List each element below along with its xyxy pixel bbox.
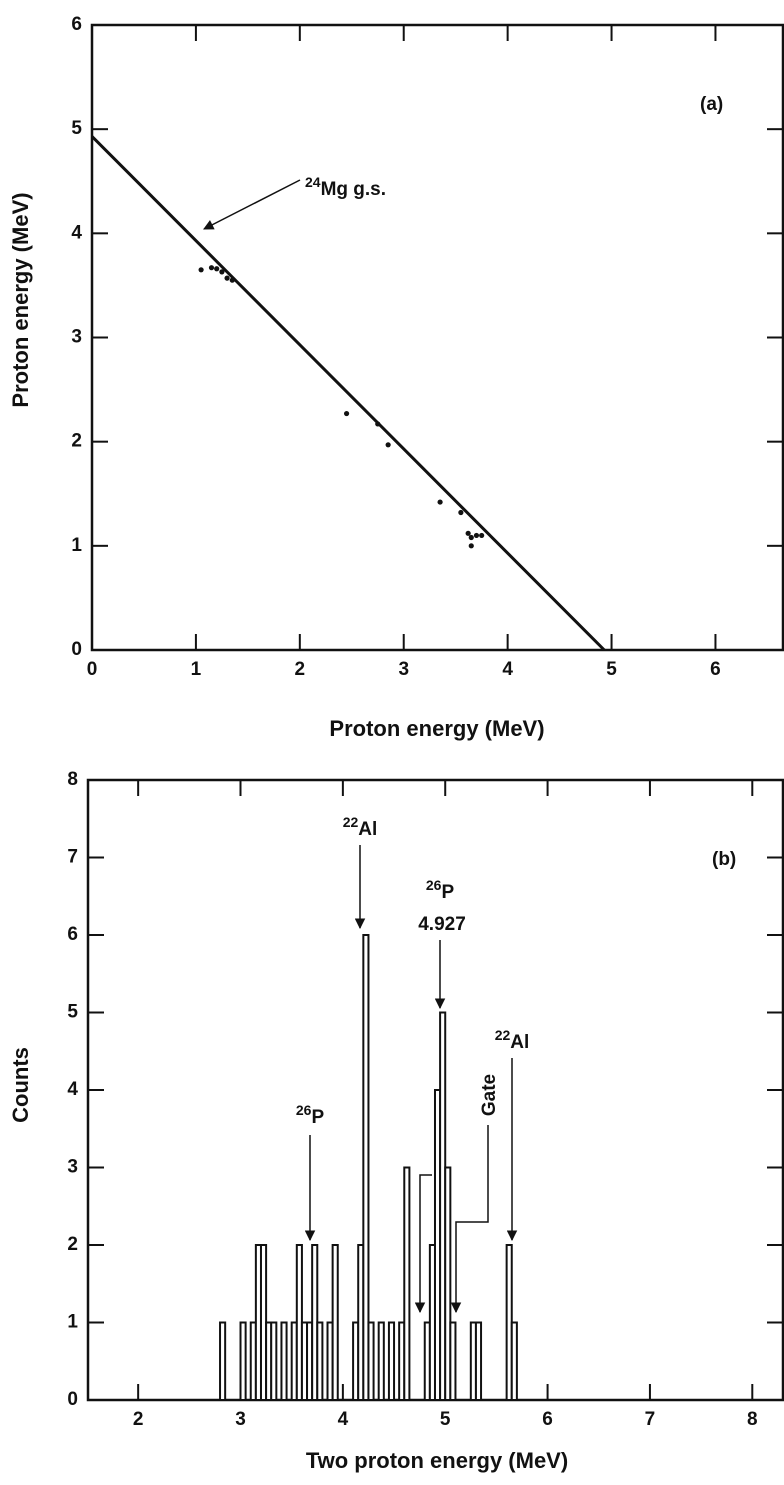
histogram-bar xyxy=(449,1321,457,1401)
y-tick-label: 1 xyxy=(67,1312,78,1333)
histogram-bar xyxy=(362,934,370,1401)
histogram-bar xyxy=(510,1321,518,1401)
y-axis-title: Counts xyxy=(8,1047,33,1123)
y-tick-label: 6 xyxy=(67,924,78,945)
fit-line xyxy=(90,135,606,652)
y-tick-label: 4 xyxy=(67,1079,78,1100)
x-tick-label: 1 xyxy=(191,659,202,680)
y-tick-label: 6 xyxy=(71,14,82,35)
histogram-bar xyxy=(270,1321,278,1401)
annotation-sup: 22 xyxy=(343,814,359,830)
histogram-bar xyxy=(316,1321,324,1401)
y-tick-label: 3 xyxy=(67,1157,78,1178)
point xyxy=(385,442,391,448)
point xyxy=(458,509,464,516)
annotation: Gate xyxy=(479,1074,500,1116)
histogram-bar xyxy=(403,1166,411,1401)
x-tick-label: 8 xyxy=(747,1409,758,1430)
histogram-bar xyxy=(444,1166,452,1401)
point xyxy=(343,410,350,417)
annotation-text: P xyxy=(311,1107,324,1128)
x-tick-label: 3 xyxy=(398,659,409,680)
annotation-text: P xyxy=(441,882,454,903)
y-tick-label: 3 xyxy=(71,327,82,348)
point xyxy=(473,532,480,539)
x-tick-label: 3 xyxy=(235,1409,246,1430)
annotation-text: Al xyxy=(358,819,377,840)
annotation: 26P xyxy=(296,1102,325,1128)
annotation-text: Mg g.s. xyxy=(321,179,386,200)
point xyxy=(198,267,204,273)
point xyxy=(468,543,474,549)
point xyxy=(437,499,443,505)
x-tick-label: 0 xyxy=(87,659,98,680)
x-tick-label: 2 xyxy=(133,1409,144,1430)
histogram-bar xyxy=(219,1321,227,1401)
histogram-bar xyxy=(387,1321,396,1401)
annotation-text: Al xyxy=(510,1032,529,1053)
annotation-sup: 26 xyxy=(296,1102,312,1118)
x-tick-label: 5 xyxy=(440,1409,451,1430)
y-tick-label: 5 xyxy=(71,118,82,139)
x-tick-label: 7 xyxy=(645,1409,656,1430)
point xyxy=(224,275,230,281)
panel-label: (a) xyxy=(700,94,723,115)
point xyxy=(229,277,235,283)
y-tick-label: 1 xyxy=(71,535,82,556)
histogram-bar xyxy=(367,1321,375,1401)
annotation-sup: 26 xyxy=(426,877,442,893)
x-tick-label: 5 xyxy=(606,659,617,680)
panel-label: (b) xyxy=(712,849,736,870)
y-tick-label: 2 xyxy=(67,1234,78,1255)
y-axis-title: Proton energy (MeV) xyxy=(8,192,33,407)
x-tick-label: 2 xyxy=(295,659,306,680)
histogram-bar xyxy=(474,1321,483,1401)
annotation-note: 4.927 xyxy=(418,914,466,935)
point xyxy=(214,266,220,272)
point xyxy=(468,534,474,541)
x-tick-label: 4 xyxy=(502,659,513,680)
gate-arrow xyxy=(414,1174,432,1314)
histogram-bar xyxy=(239,1321,247,1401)
y-tick-label: 2 xyxy=(71,431,82,452)
x-axis-title: Proton energy (MeV) xyxy=(329,716,544,741)
histogram-bar xyxy=(280,1321,288,1401)
annotation: 26P xyxy=(426,877,455,903)
arrow xyxy=(203,179,301,230)
y-tick-label: 0 xyxy=(71,639,82,660)
annotation: 22Al xyxy=(495,1027,530,1053)
plot-frame xyxy=(90,23,784,652)
y-tick-label: 5 xyxy=(67,1002,78,1023)
point xyxy=(465,530,471,536)
y-tick-label: 8 xyxy=(67,769,78,790)
gate-arrow xyxy=(450,1125,489,1314)
x-tick-label: 6 xyxy=(710,659,721,680)
histogram-bar xyxy=(377,1321,385,1401)
x-tick-label: 6 xyxy=(542,1409,553,1430)
annotation: 24Mg g.s. xyxy=(305,174,386,200)
point xyxy=(375,421,381,427)
x-tick-label: 4 xyxy=(338,1409,349,1430)
point xyxy=(219,269,225,275)
point xyxy=(208,265,215,271)
x-axis-title: Two proton energy (MeV) xyxy=(306,1448,568,1473)
annotation-sup: 22 xyxy=(495,1027,511,1043)
y-tick-label: 7 xyxy=(67,847,78,868)
y-tick-label: 0 xyxy=(67,1389,78,1410)
annotation-sup: 24 xyxy=(305,174,321,190)
annotation: 22Al xyxy=(343,814,378,840)
histogram-bar xyxy=(331,1244,339,1401)
point xyxy=(479,532,485,539)
y-tick-label: 4 xyxy=(71,222,82,243)
